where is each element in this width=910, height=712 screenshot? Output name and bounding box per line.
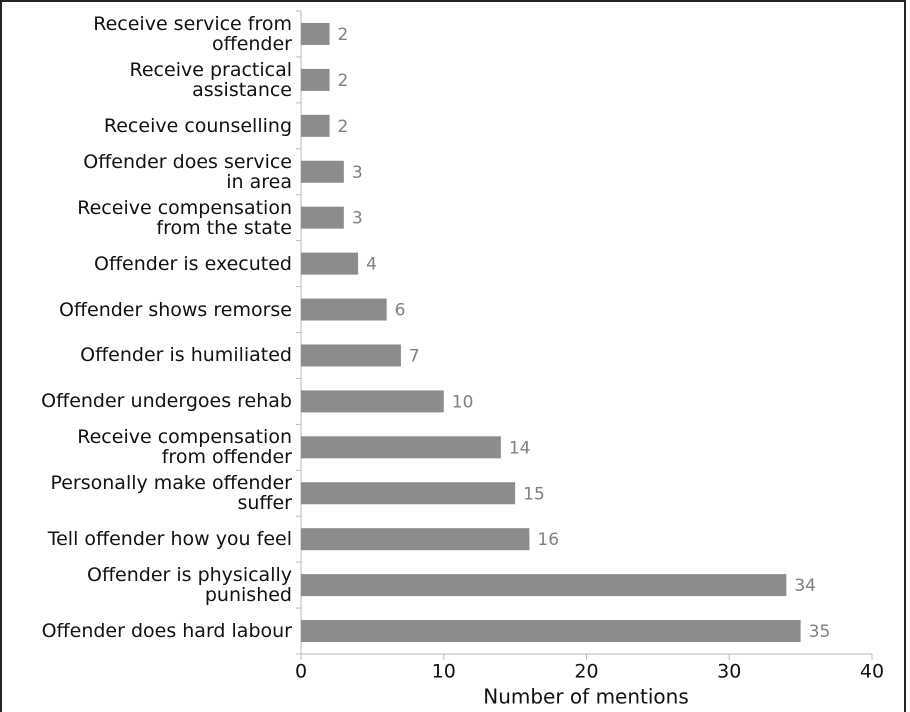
y-tick-label: Offender does service in area xyxy=(83,150,292,193)
value-label: 35 xyxy=(809,622,831,642)
y-tick-label: Personally make offender suffer xyxy=(50,472,292,515)
bar xyxy=(301,436,501,459)
bar xyxy=(301,574,787,597)
bar xyxy=(301,22,330,45)
y-tick-label: Tell offender how you feel xyxy=(47,528,292,551)
bar xyxy=(301,344,401,367)
y-tick-label: Offender is humiliated xyxy=(80,344,292,367)
y-tick-label: Receive service from offender xyxy=(93,12,292,55)
value-label: 34 xyxy=(794,576,816,596)
y-tick-label: Offender undergoes rehab xyxy=(41,390,292,413)
bar xyxy=(301,68,330,91)
x-tick-label: 40 xyxy=(860,661,884,683)
y-tick-label: Offender shows remorse xyxy=(58,298,292,321)
value-label: 16 xyxy=(537,530,559,550)
bar xyxy=(301,114,330,137)
y-tick-label: Receive counselling xyxy=(103,114,292,137)
value-label: 6 xyxy=(395,301,406,321)
y-tick-label: Offender does hard labour xyxy=(41,620,292,643)
y-tick-label: Offender is physically punished xyxy=(86,564,292,607)
bar xyxy=(301,528,530,551)
bar xyxy=(301,390,444,413)
x-tick-label: 0 xyxy=(295,661,307,683)
value-label: 7 xyxy=(409,346,420,366)
y-tick-label: Receive compensation from offender xyxy=(77,426,292,469)
bar xyxy=(301,620,801,643)
x-tick-label: 20 xyxy=(574,661,598,683)
bar xyxy=(301,298,387,321)
value-label: 2 xyxy=(338,117,349,137)
value-label: 2 xyxy=(338,71,349,91)
value-label: 15 xyxy=(523,484,545,504)
value-label: 3 xyxy=(352,209,363,229)
bar xyxy=(301,482,516,505)
value-label: 10 xyxy=(452,392,474,412)
bar xyxy=(301,252,359,275)
value-label: 3 xyxy=(352,163,363,183)
value-label: 2 xyxy=(338,25,349,45)
value-label: 4 xyxy=(366,255,377,275)
x-tick-label: 10 xyxy=(432,661,456,683)
y-tick-label: Offender is executed xyxy=(94,252,292,275)
x-axis-title: Number of mentions xyxy=(483,685,689,709)
bar xyxy=(301,206,344,229)
y-tick-label: Receive practical assistance xyxy=(129,58,292,101)
bar xyxy=(301,160,344,183)
value-label: 14 xyxy=(509,438,531,458)
y-tick-label: Receive compensation from the state xyxy=(77,196,292,239)
x-tick-label: 30 xyxy=(717,661,741,683)
